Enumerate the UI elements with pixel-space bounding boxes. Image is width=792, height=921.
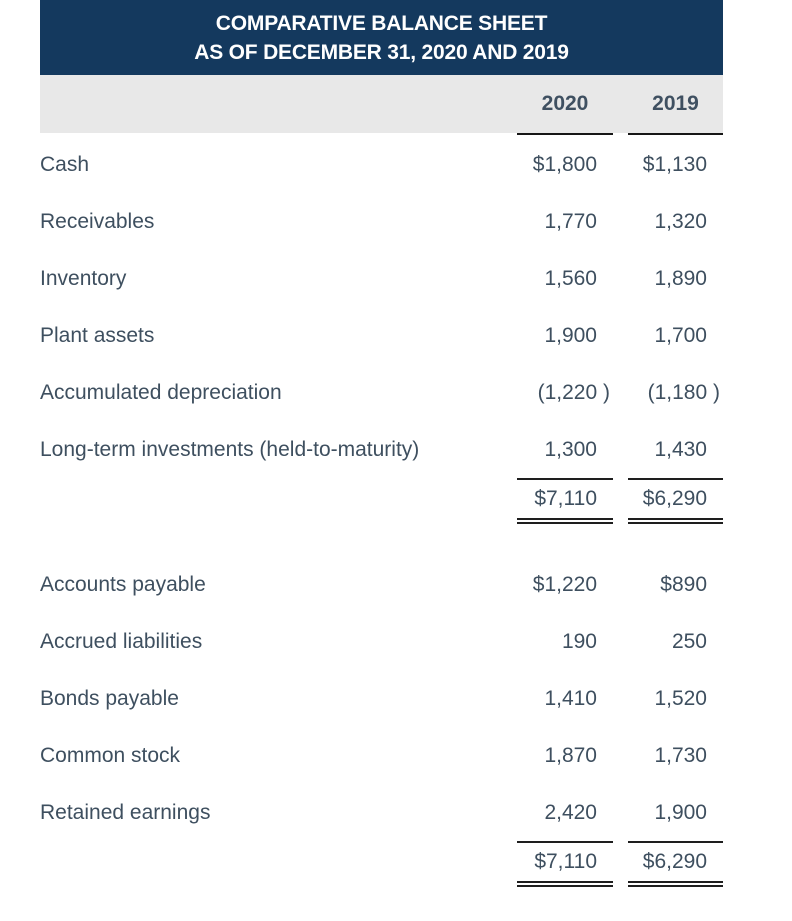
column-header-2019: 2019: [652, 92, 699, 115]
double-rule-line: [517, 518, 613, 524]
double-rule-2020: [517, 881, 613, 887]
row-label: Accumulated depreciation: [40, 380, 282, 404]
comparative-balance-sheet: COMPARATIVE BALANCE SHEET AS OF DECEMBER…: [40, 0, 723, 887]
value-2019: 1,890: [654, 266, 707, 290]
report-title-line1: COMPARATIVE BALANCE SHEET: [215, 11, 548, 35]
row-label: Retained earnings: [40, 800, 211, 824]
assets-total-row: $7,110 $6,290: [40, 478, 723, 518]
value-2019: $890: [660, 572, 707, 596]
liabilities-equity-total-2020: $7,110: [517, 841, 613, 881]
table-row-receivables: Receivables 1,770 1,320: [40, 193, 723, 250]
table-row-retained-earnings: Retained earnings 2,420 1,900: [40, 784, 723, 841]
row-label: Bonds payable: [40, 686, 179, 710]
liabilities-equity-total-double-rule: [40, 881, 723, 887]
section-gap: [40, 524, 723, 556]
value-2020: 2,420: [544, 800, 597, 824]
table-row-long-term-investments: Long-term investments (held-to-maturity)…: [40, 421, 723, 478]
double-rule-line: [517, 881, 613, 887]
report-title-line2: AS OF DECEMBER 31, 2020 AND 2019: [194, 40, 569, 64]
row-label: Accounts payable: [40, 572, 206, 596]
value-2019: $1,130: [642, 152, 707, 176]
row-label: Accrued liabilities: [40, 629, 203, 653]
value-2019: 1,730: [654, 743, 707, 767]
value-2020: (1,220 ): [537, 380, 610, 404]
row-label: Common stock: [40, 743, 181, 767]
rule-spacer: [40, 881, 517, 887]
rule-spacer: [40, 133, 517, 136]
table-row-plant-assets: Plant assets 1,900 1,700: [40, 307, 723, 364]
row-label: Long-term investments (held-to-maturity): [40, 437, 420, 461]
double-rule-2019: [628, 881, 723, 887]
table-row-accumulated-depreciation: Accumulated depreciation (1,220 ) (1,180…: [40, 364, 723, 421]
value-2020: 1,900: [544, 323, 597, 347]
column-header-2020: 2020: [541, 92, 589, 115]
value-2020: $1,800: [532, 152, 597, 176]
column-header-underlines: [40, 133, 723, 136]
value-2019: 1,900: [654, 800, 707, 824]
value-2019: 1,520: [654, 686, 707, 710]
value-2020: 1,770: [544, 209, 597, 233]
row-label: Plant assets: [40, 323, 155, 347]
value-2020: 190: [561, 629, 597, 653]
value-2020: $1,220: [532, 572, 597, 596]
value-2019: 250: [671, 629, 707, 653]
value-2020: 1,300: [544, 437, 597, 461]
table-row-inventory: Inventory 1,560 1,890: [40, 250, 723, 307]
table-row-cash: Cash $1,800 $1,130: [40, 136, 723, 193]
row-label: Receivables: [40, 209, 155, 233]
table-row-accrued-liabilities: Accrued liabilities 190 250: [40, 613, 723, 670]
value-2019: 1,430: [654, 437, 707, 461]
value-2020: 1,870: [544, 743, 597, 767]
row-label: Cash: [40, 152, 90, 176]
value-2019: 1,320: [654, 209, 707, 233]
rule-spacer: [40, 518, 517, 524]
double-rule-2019: [628, 518, 723, 524]
liabilities-equity-total-2019: $6,290: [628, 841, 723, 881]
value-2019: 1,700: [654, 323, 707, 347]
table-row-accounts-payable: Accounts payable $1,220 $890: [40, 556, 723, 613]
report-title-band: COMPARATIVE BALANCE SHEET AS OF DECEMBER…: [40, 0, 723, 75]
value-2020: 1,410: [544, 686, 597, 710]
liabilities-equity-total-row: $7,110 $6,290: [40, 841, 723, 881]
double-rule-2020: [517, 518, 613, 524]
table-row-bonds-payable: Bonds payable 1,410 1,520: [40, 670, 723, 727]
value-2020: 1,560: [544, 266, 597, 290]
assets-total-2020: $7,110: [517, 478, 613, 518]
assets-total-2019: $6,290: [628, 478, 723, 518]
column-underline-2020: [517, 133, 613, 135]
column-underline-2019: [628, 133, 723, 135]
double-rule-line: [628, 518, 723, 524]
column-header-band: 2020 2019: [40, 75, 723, 133]
table-row-common-stock: Common stock 1,870 1,730: [40, 727, 723, 784]
value-2019: (1,180 ): [647, 380, 720, 404]
assets-section: Cash $1,800 $1,130 Receivables 1,770 1,3…: [40, 136, 723, 524]
double-rule-line: [628, 881, 723, 887]
row-label: Inventory: [40, 266, 127, 290]
liabilities-equity-section: Accounts payable $1,220 $890 Accrued lia…: [40, 556, 723, 887]
assets-total-double-rule: [40, 518, 723, 524]
